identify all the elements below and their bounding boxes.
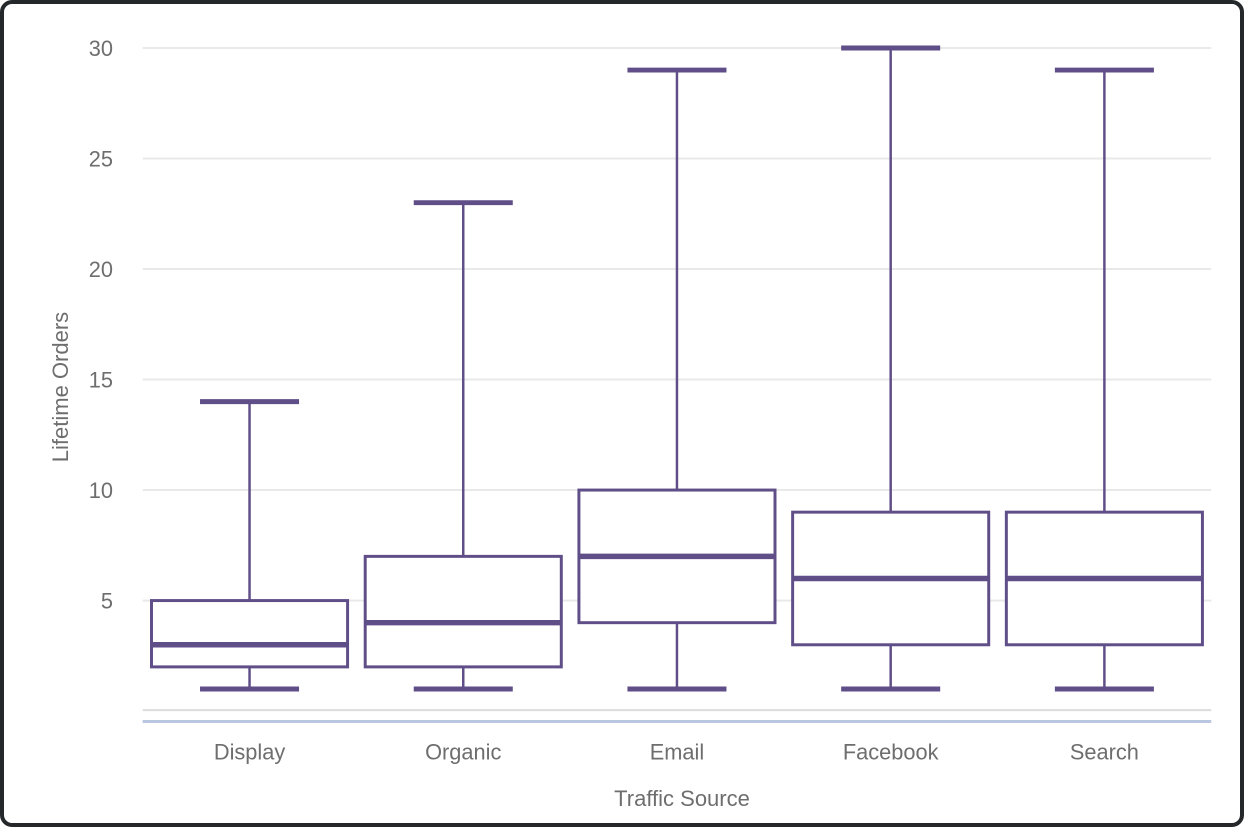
x-category-label: Email	[650, 740, 704, 765]
y-tick-label: 25	[89, 146, 113, 171]
y-tick-label: 10	[89, 478, 113, 503]
box-search[interactable]	[1004, 67, 1204, 692]
y-tick-label: 15	[89, 367, 113, 392]
x-category-label: Display	[214, 740, 285, 765]
x-category-label: Facebook	[843, 740, 939, 765]
y-tick-label: 20	[89, 257, 113, 282]
box-email[interactable]	[577, 67, 777, 692]
box-display[interactable]	[150, 399, 350, 692]
y-tick-label: 5	[101, 588, 113, 613]
boxplot-chart: 5 10 15 20 25 30 Display Organic Email Facebook Se…	[89, 36, 1212, 765]
iqr-box	[363, 554, 563, 669]
y-tick-label: 30	[89, 36, 113, 61]
x-category-label: Organic	[425, 740, 501, 765]
box-facebook[interactable]	[791, 45, 991, 692]
box-organic[interactable]	[363, 200, 563, 692]
x-category-label: Search	[1070, 740, 1139, 765]
iqr-box	[150, 599, 350, 669]
